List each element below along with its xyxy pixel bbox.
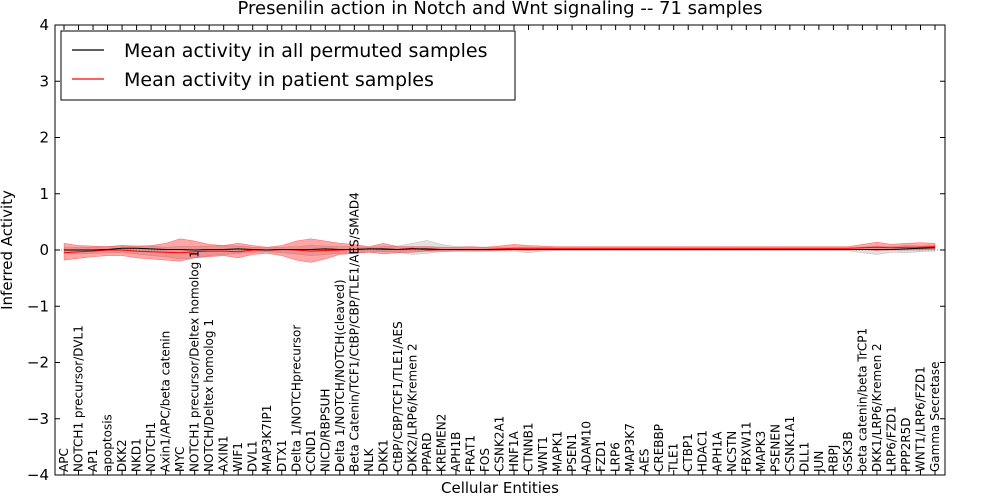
x-tick-label: AXIN1	[217, 435, 231, 472]
x-tick-label: MAPK1	[551, 431, 565, 472]
x-tick-label: NOTCH1	[144, 422, 158, 472]
x-tick-label: APC	[57, 448, 71, 472]
x-tick-label: Gamma Secretase	[928, 361, 942, 472]
y-tick-label: 0	[39, 241, 49, 259]
chart-title: Presenilin action in Notch and Wnt signa…	[238, 0, 763, 19]
series-line-permuted	[64, 247, 936, 251]
band-patient	[63, 238, 936, 263]
x-tick-label: Beta Catenin/TCF1/CtBP/CBP/TLE1/AES/SMAD…	[347, 192, 361, 472]
x-tick-label: PPP2R5D	[899, 417, 913, 472]
y-tick-label: 1	[39, 185, 49, 203]
x-tick-label: DLL1	[797, 442, 811, 472]
x-tick-label: AES	[638, 449, 652, 472]
legend: Mean activity in all permuted samples Me…	[60, 30, 516, 101]
x-tick-label: TLE1	[667, 443, 681, 473]
x-tick-label: CREBBP	[652, 424, 666, 472]
x-tick-label: NOTCH1 precursor/DVL1	[72, 325, 86, 472]
x-tick-label: apoptosis	[101, 414, 115, 472]
x-tick-label: FOS	[478, 448, 492, 472]
legend-box	[60, 30, 516, 101]
x-tick-label: MAP3K7IP1	[260, 405, 274, 472]
x-tick-label: DKK2	[115, 439, 129, 472]
y-tick-label: −3	[27, 410, 49, 428]
y-tick-label: 4	[39, 16, 49, 34]
x-tick-label: WIF1	[231, 442, 245, 472]
x-tick-label: NICD/RBPSUH	[318, 389, 332, 472]
x-tick-label: MYC	[173, 447, 187, 472]
series-line-patient	[63, 246, 936, 254]
x-tick-label: ADAM10	[580, 421, 594, 472]
y-axis-label: Inferred Activity	[0, 190, 16, 310]
x-tick-label: PSEN1	[565, 433, 579, 472]
x-tick-label: NKD1	[130, 438, 144, 472]
x-tick-label: CTBP1	[681, 433, 695, 472]
x-tick-label: WNT1	[536, 436, 550, 472]
x-tick-label: KREMEN2	[434, 414, 448, 472]
x-tick-label: CSNK2A1	[493, 416, 507, 472]
x-axis-label: Cellular Entities	[441, 479, 559, 497]
x-tick-label: MAPK3	[754, 431, 768, 472]
x-tick-label: CTNNB1	[522, 422, 536, 472]
x-tick-label: DKK2/LRP6/Kremen 2	[405, 343, 419, 472]
x-tick-label: Axin1/APC/beta catenin	[159, 331, 173, 472]
y-tick-label: 3	[39, 72, 49, 90]
y-axis-ticks: −4 −3 −2 −1 0 1 2 3 4	[27, 16, 945, 484]
x-tick-label: beta catenin/beta TrCP1	[855, 328, 869, 472]
x-tick-label: JUN	[812, 451, 826, 473]
x-tick-label: HDAC1	[696, 430, 710, 472]
y-tick-label: −2	[27, 354, 49, 372]
x-tick-label: FBXW11	[739, 422, 753, 473]
lines-layer	[63, 246, 936, 254]
x-tick-label: APH1B	[449, 432, 463, 472]
legend-label-patient: Mean activity in patient samples	[124, 69, 434, 91]
x-tick-label: HNF1A	[507, 430, 521, 472]
x-axis-ticks: APC NOTCH1 precursor/DVL1 AP1 apoptosis DKK2…	[57, 25, 942, 475]
x-tick-label: Delta 1/NOTCHprecursor	[289, 325, 303, 472]
x-tick-label: NCSTN	[725, 431, 739, 472]
x-tick-label: DVL1	[246, 440, 260, 472]
x-tick-label: CCND1	[304, 429, 318, 472]
x-tick-label: RBPJ	[826, 445, 840, 472]
x-tick-label: NOTCH1 precursor/Deltex homolog 1	[188, 250, 202, 472]
x-tick-label: FZD1	[594, 440, 608, 472]
x-tick-label: GSK3B	[841, 431, 855, 472]
x-tick-label: DKK1	[376, 439, 390, 472]
x-tick-label: FRAT1	[463, 435, 477, 472]
y-tick-label: −1	[27, 297, 49, 315]
x-tick-label: LRP6	[609, 442, 623, 472]
x-tick-label: AP1	[86, 449, 100, 472]
x-tick-label: PSENEN	[768, 424, 782, 472]
legend-label-permuted: Mean activity in all permuted samples	[124, 40, 487, 62]
x-tick-label: CtBP/CBP/TCF1/TLE1/AES	[391, 321, 405, 472]
x-tick-label: LRP6/FZD1	[884, 406, 898, 472]
x-tick-label: DKK1/LRP6/Kremen 2	[870, 343, 884, 472]
x-tick-label: MAP3K7	[623, 423, 637, 472]
x-tick-label: NLK	[362, 447, 376, 472]
x-tick-label: NOTCH/Deltex homolog 1	[202, 319, 216, 472]
x-tick-label: WNT1/LRP6/FZD1	[913, 366, 927, 472]
x-tick-label: Delta 1/NOTCH/NOTCH(cleaved)	[333, 279, 347, 472]
y-tick-label: 2	[39, 129, 49, 147]
x-tick-label: APH1A	[710, 431, 724, 472]
x-tick-label: DTX1	[275, 440, 289, 472]
x-tick-label: PPARD	[420, 433, 434, 473]
y-tick-label: −4	[27, 466, 49, 484]
x-tick-label: CSNK1A1	[783, 416, 797, 472]
